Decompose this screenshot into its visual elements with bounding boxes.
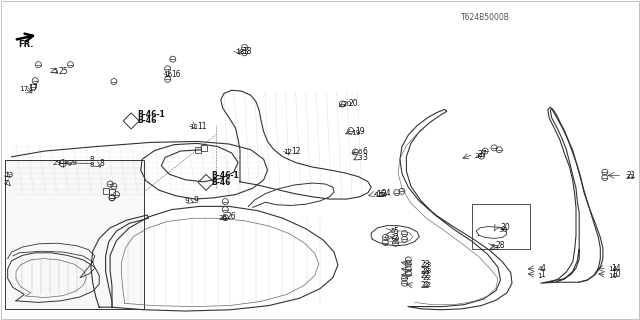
Text: 18: 18 <box>236 49 244 55</box>
Bar <box>200 145 207 151</box>
Text: 26: 26 <box>227 212 236 221</box>
Text: 27: 27 <box>475 153 484 159</box>
Text: 5: 5 <box>393 227 398 236</box>
Text: 25: 25 <box>58 67 68 76</box>
Text: 18: 18 <box>242 47 252 56</box>
Text: 4: 4 <box>540 264 545 273</box>
Text: 9: 9 <box>193 196 198 205</box>
Text: 16: 16 <box>172 70 181 79</box>
Text: 4: 4 <box>538 267 542 272</box>
Text: 8: 8 <box>90 156 94 162</box>
Text: 1: 1 <box>540 270 545 279</box>
Text: 5: 5 <box>390 228 395 234</box>
Text: B-46-1: B-46-1 <box>211 172 239 180</box>
Text: T624B5000B: T624B5000B <box>461 13 509 22</box>
Text: 1: 1 <box>538 273 542 279</box>
Text: 15: 15 <box>374 192 383 197</box>
Text: 23: 23 <box>420 260 430 269</box>
Text: 14: 14 <box>608 267 617 272</box>
Text: 2: 2 <box>393 233 398 242</box>
Text: B-46: B-46 <box>138 116 157 125</box>
Text: FR.: FR. <box>18 40 33 49</box>
Text: 15: 15 <box>376 190 386 199</box>
Text: 21: 21 <box>626 174 635 180</box>
Text: 28: 28 <box>490 245 499 251</box>
Text: 8: 8 <box>90 162 94 168</box>
Text: 22: 22 <box>422 283 431 288</box>
Text: 13: 13 <box>4 172 13 178</box>
Text: 27: 27 <box>477 150 487 159</box>
Text: 17: 17 <box>19 86 28 92</box>
Text: 12: 12 <box>291 147 300 156</box>
Text: 19: 19 <box>355 127 364 136</box>
Text: 10: 10 <box>608 273 617 279</box>
Text: 14: 14 <box>611 264 620 273</box>
Text: 3: 3 <box>357 156 362 161</box>
Text: 20: 20 <box>342 101 351 107</box>
Bar <box>195 147 202 153</box>
Text: 28: 28 <box>495 241 505 250</box>
Text: 6: 6 <box>357 149 362 155</box>
Text: 11: 11 <box>189 124 198 130</box>
Text: 29: 29 <box>68 160 77 166</box>
Text: 21: 21 <box>626 171 636 180</box>
Text: 26: 26 <box>219 215 228 220</box>
Text: B-46-1: B-46-1 <box>138 110 165 119</box>
Text: 23: 23 <box>420 267 430 276</box>
Bar <box>102 188 109 194</box>
Text: 6: 6 <box>362 147 367 156</box>
Text: 30: 30 <box>500 223 509 232</box>
Text: 23: 23 <box>422 262 431 268</box>
Text: 24: 24 <box>379 192 388 197</box>
Bar <box>472 204 530 249</box>
Text: 30: 30 <box>498 227 507 233</box>
Text: 17: 17 <box>28 84 38 93</box>
Text: 22: 22 <box>420 281 430 290</box>
Text: 20: 20 <box>348 100 358 108</box>
Text: 10: 10 <box>611 270 620 279</box>
Text: 2: 2 <box>390 235 395 240</box>
Text: 9: 9 <box>184 198 189 204</box>
Text: 22: 22 <box>422 275 431 281</box>
Text: 16: 16 <box>163 72 172 78</box>
Text: B-46: B-46 <box>211 178 230 187</box>
Text: 29: 29 <box>52 160 61 165</box>
Text: 22: 22 <box>420 271 430 280</box>
Bar <box>109 189 115 195</box>
Text: 25: 25 <box>50 68 59 74</box>
Text: 19: 19 <box>351 130 360 136</box>
Text: 24: 24 <box>381 189 391 198</box>
Text: 23: 23 <box>422 268 431 274</box>
Bar <box>5 160 144 309</box>
Text: 3: 3 <box>362 153 367 162</box>
Text: 7: 7 <box>4 180 8 186</box>
Text: 12: 12 <box>283 149 292 155</box>
Text: 11: 11 <box>197 122 207 131</box>
Text: 8: 8 <box>100 159 105 168</box>
